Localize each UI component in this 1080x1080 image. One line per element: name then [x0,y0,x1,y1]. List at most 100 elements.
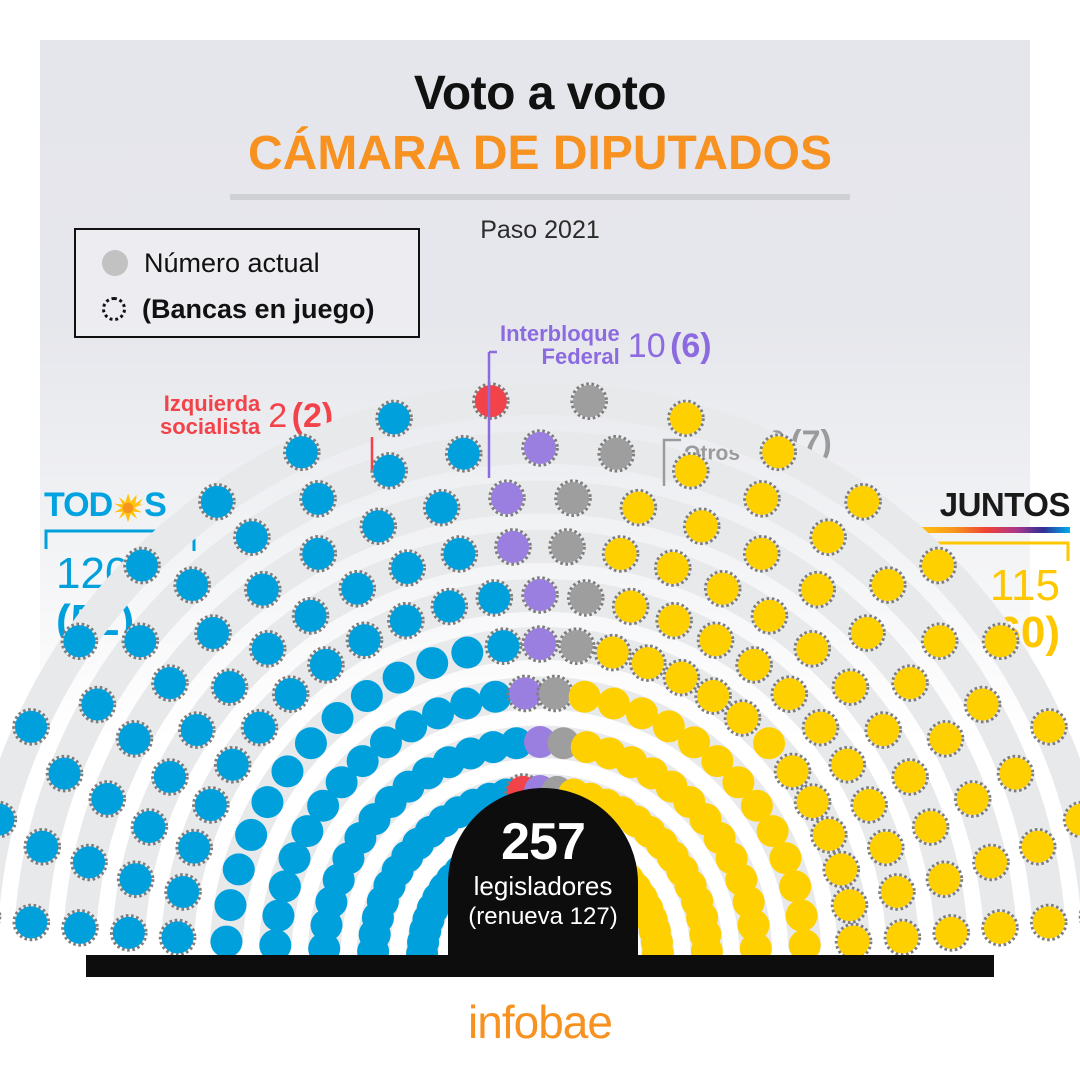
seat-dot-inplay-juntos [810,816,848,854]
callout-interbloque-values: 10 (6) [627,327,712,366]
seat-inplay-rim [240,708,279,747]
seat-fill [479,680,512,713]
seat-dot-inplay-todos [60,622,99,661]
seat-dot-inplay-juntos [920,622,959,661]
seat-dot-inplay-todos [299,480,337,518]
seat-fill [271,755,304,788]
seat-fill [259,929,292,962]
seat-fill [496,530,529,563]
seat-dot-inplay-otros [554,479,592,517]
seat-dot-inplay-juntos [844,483,882,521]
seat-fill [812,818,845,851]
seat-inplay-rim [723,699,762,737]
seat-inplay-rim [521,429,559,467]
seat-dot-inplay-juntos [891,758,929,796]
seat-dot-inplay-todos [271,675,310,713]
seat-dot-inplay-todos [291,597,330,635]
seat-dot-inplay-todos [370,452,408,490]
seat-dot-inplay-juntos [878,873,916,911]
seat-dot-inplay-todos [484,627,523,665]
seat-inplay-rim [911,808,950,846]
seat-dot-inplay-otros [557,627,596,665]
seat-dot-inplay-interbloque [488,479,526,517]
page-subtitle-chamber: CÁMARA DE DIPUTADOS [248,127,832,180]
seat-inplay-rim [123,546,161,585]
seat-inplay-rim [554,479,592,517]
seat-dot-inplay-juntos [932,914,971,952]
seat-dot-inplay-juntos [743,480,781,518]
seat-inplay-rim [388,549,427,587]
seat-inplay-rim [61,909,99,947]
seat-dot-inplay-juntos [655,601,693,640]
seat-fill [737,909,770,942]
legend-item-current: Número actual [102,240,418,286]
seat-dot-inplay-juntos [682,507,721,546]
seat-inplay-rim [611,587,650,626]
seat-fill [294,727,327,760]
seat-dot-todos [422,697,455,730]
seat-fill [853,788,886,821]
seat-inplay-rim [45,754,84,793]
seat-dot-juntos [652,710,685,743]
seat-dot-juntos [785,899,818,932]
todos-logo-text-b: S [144,486,167,524]
seat-inplay-rim [798,570,837,609]
seat-dot-inplay-todos [45,754,84,793]
seat-dot-inplay-todos [243,570,282,609]
seat-dot-inplay-juntos [981,622,1020,661]
seat-fill [756,815,789,848]
seat-dot-juntos [769,842,802,875]
seat-inplay-rim [213,745,252,784]
seat-dot-todos [395,710,428,743]
seat-inplay-rim [883,918,922,957]
seat-dot-inplay-izquierda [472,382,510,420]
seat-dot-inplay-juntos [694,677,732,715]
seat-dot-todos [294,727,327,760]
seat-dot-todos [210,925,243,958]
seat-dot-inplay-todos [283,433,321,472]
todos-connector-bracket [44,529,196,551]
seat-inplay-rim [981,909,1019,947]
seat-dot-inplay-juntos [696,621,735,660]
callout-interbloque-name: Interbloque Federal [500,321,620,370]
seat-inplay-rim [1030,708,1068,746]
seat-dot-inplay-todos [12,903,51,942]
seat-dot-inplay-juntos [703,569,742,608]
seat-dot-inplay-todos [116,860,155,899]
seat-inplay-rim [299,480,337,518]
seat-fill [91,782,124,815]
seat-fill [796,632,829,665]
seat-inplay-rim [299,535,338,573]
seat-fill [112,916,145,949]
seat-inplay-rim [430,587,469,626]
seat-dot-inplay-interbloque [521,576,559,614]
seat-fill [740,789,773,822]
seat-dot-inplay-juntos [848,614,886,652]
seat-fill [153,667,186,700]
seat-inplay-rim [831,668,870,706]
seat-dot-todos [268,870,301,903]
seat-dot-inplay-interbloque [521,429,559,467]
seat-fill [216,748,249,781]
seat-dot-inplay-otros [548,528,586,566]
seat-inplay-rim [850,786,888,824]
seat-dot-inplay-juntos [653,549,692,587]
seat-dot-inplay-juntos [735,646,773,684]
seat-inplay-rim [759,433,797,472]
seat-fill [776,755,809,788]
seat-dot-inplay-interbloque [521,625,559,663]
seat-dot-inplay-juntos [925,860,964,899]
seat-fill [935,916,968,949]
seat-dot-todos [214,889,247,922]
seat-dot-inplay-todos [175,828,214,867]
seat-dot-inplay-todos [444,434,483,473]
seat-fill [478,581,511,614]
seat-inplay-rim [801,708,840,747]
election-label: Paso 2021 [480,216,600,244]
seat-dot-inplay-juntos [972,843,1010,882]
seat-dot-inplay-otros [597,434,636,473]
seat-fill [753,727,786,760]
seat-fill [726,702,759,734]
seat-fill [210,925,243,958]
seat-fill [416,647,449,680]
